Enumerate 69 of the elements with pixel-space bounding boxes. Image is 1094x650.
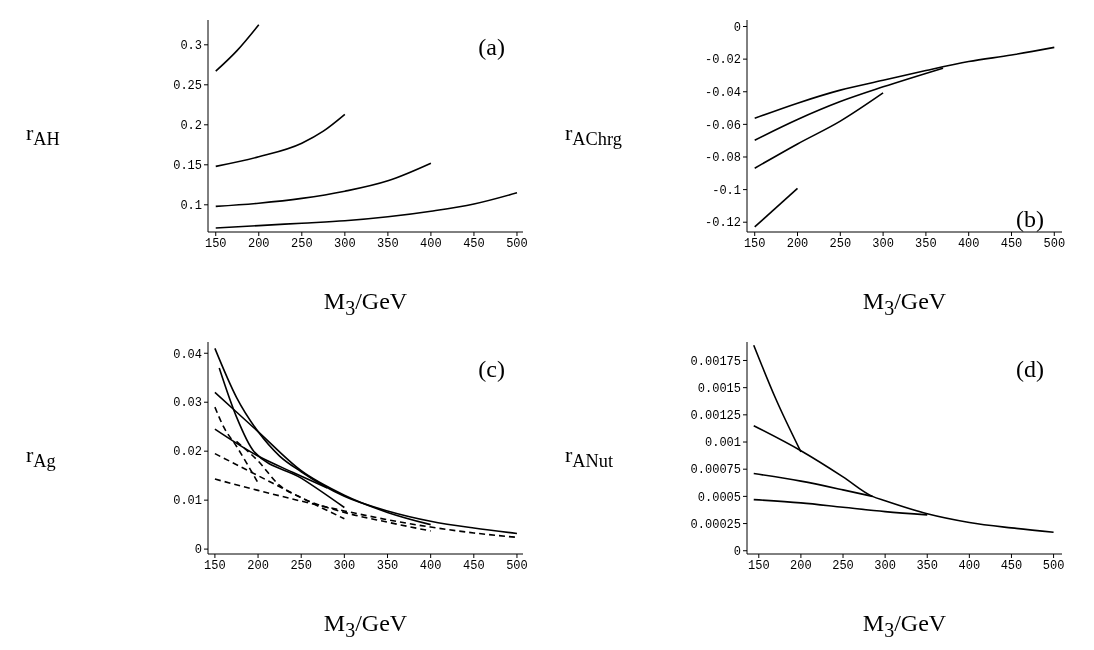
x-tick-label: 450 bbox=[463, 558, 485, 573]
y-tick-label: 0.01 bbox=[173, 494, 202, 509]
x-tick-label: 300 bbox=[872, 236, 894, 251]
x-tick-label: 200 bbox=[790, 558, 812, 573]
y-tick-label: 0.0005 bbox=[697, 490, 741, 505]
x-tick-label: 500 bbox=[506, 236, 528, 251]
x-tick-label: 350 bbox=[376, 558, 399, 573]
x-tick-label: 450 bbox=[1000, 558, 1023, 573]
y-tick-label: 0.04 bbox=[173, 347, 202, 362]
x-tick-label: 300 bbox=[334, 236, 356, 251]
y-tick-label: -0.04 bbox=[704, 86, 741, 101]
x-tick-label: 500 bbox=[506, 558, 528, 573]
y-tick-label: 0.25 bbox=[173, 79, 202, 94]
x-tick-label: 150 bbox=[743, 236, 766, 251]
x-tick-label: 500 bbox=[1043, 236, 1066, 251]
x-tick-label: 150 bbox=[204, 236, 227, 251]
y-tick-label: -0.1 bbox=[712, 183, 741, 198]
y-tick-label: 0.0015 bbox=[697, 381, 741, 396]
y-tick-label: 0.00075 bbox=[690, 463, 741, 478]
x-tick-label: 200 bbox=[786, 236, 809, 251]
x-tick-label: 150 bbox=[204, 558, 226, 573]
y-tick-label: 0.00125 bbox=[690, 409, 741, 424]
y-tick-label: 0 bbox=[733, 545, 741, 559]
annotation: (b) bbox=[1016, 206, 1044, 233]
y-tick-label: 0.15 bbox=[173, 159, 202, 174]
x-tick-label: 300 bbox=[874, 558, 896, 573]
y-tick-label: 0.02 bbox=[173, 445, 202, 460]
y-tick-label: 0.1 bbox=[180, 199, 202, 214]
annotation: (c) bbox=[478, 356, 505, 383]
y-tick-label: 0.03 bbox=[173, 396, 202, 411]
x-tick-label: 350 bbox=[915, 236, 937, 251]
x-tick-label: 450 bbox=[1000, 236, 1023, 251]
y-tick-label: 0.00025 bbox=[690, 517, 741, 532]
x-tick-label: 500 bbox=[1042, 558, 1065, 573]
x-tick-label: 250 bbox=[832, 558, 854, 573]
y-tick-label: -0.06 bbox=[704, 118, 741, 133]
x-tick-label: 150 bbox=[747, 558, 770, 573]
y-tick-label: -0.02 bbox=[704, 53, 741, 68]
x-tick-label: 400 bbox=[958, 558, 981, 573]
y-axis-title: r$_{ANut}$ bbox=[565, 442, 614, 473]
y-tick-label: 0.00175 bbox=[690, 354, 741, 369]
y-tick-label: 0.2 bbox=[180, 119, 202, 134]
x-tick-label: 250 bbox=[829, 236, 852, 251]
x-tick-label: 300 bbox=[333, 558, 356, 573]
y-tick-label: 0.001 bbox=[704, 436, 741, 451]
y-tick-label: -0.12 bbox=[704, 216, 741, 231]
x-tick-label: 350 bbox=[916, 558, 939, 573]
x-tick-label: 400 bbox=[419, 558, 442, 573]
x-tick-label: 400 bbox=[957, 236, 980, 251]
x-tick-label: 200 bbox=[247, 236, 270, 251]
x-tick-label: 250 bbox=[290, 558, 313, 573]
y-tick-label: 0 bbox=[733, 20, 741, 35]
y-tick-label: -0.08 bbox=[704, 151, 741, 166]
y-axis-title: r$_{AChrg}$ bbox=[565, 120, 622, 151]
x-tick-label: 400 bbox=[420, 236, 442, 251]
x-tick-label: 250 bbox=[291, 236, 313, 251]
x-tick-label: 450 bbox=[463, 236, 485, 251]
x-tick-label: 200 bbox=[247, 558, 269, 573]
y-tick-label: 0 bbox=[194, 543, 202, 558]
x-axis-title: M$_{3}$/GeV bbox=[861, 288, 948, 320]
x-axis-title: M$_{3}$/GeV bbox=[322, 610, 409, 642]
x-tick-label: 350 bbox=[377, 236, 399, 251]
x-axis-title: M$_{3}$/GeV bbox=[322, 288, 409, 320]
x-axis-title: M$_{3}$/GeV bbox=[861, 610, 948, 642]
y-tick-label: 0.3 bbox=[180, 39, 202, 54]
annotation: (d) bbox=[1016, 356, 1044, 383]
y-axis-title: r$_{AH}$ bbox=[26, 120, 60, 151]
annotation: (a) bbox=[478, 34, 505, 61]
y-axis-title: r$_{Ag}$ bbox=[26, 442, 56, 473]
